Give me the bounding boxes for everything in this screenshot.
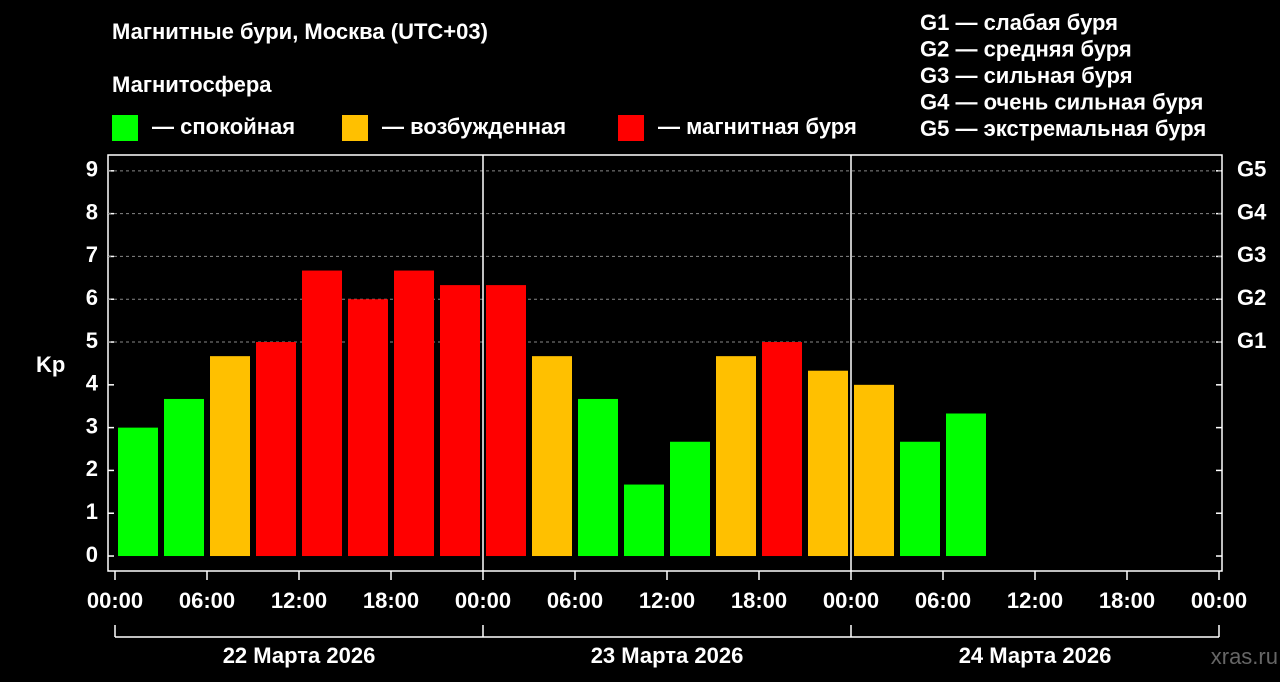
- x-tick-label: 12:00: [1007, 588, 1063, 613]
- bar: [440, 285, 480, 557]
- y-axis-label: Kp: [36, 352, 65, 377]
- y2-tick-label: G5: [1237, 157, 1266, 182]
- y-tick-label: 0: [86, 542, 98, 567]
- bar: [762, 342, 802, 557]
- x-tick-label: 00:00: [1191, 588, 1247, 613]
- y-tick-label: 6: [86, 285, 98, 310]
- x-tick-label: 00:00: [87, 588, 143, 613]
- legend-swatch: [618, 115, 644, 141]
- bar: [578, 398, 618, 557]
- y-tick-label: 5: [86, 328, 98, 353]
- y-tick-label: 1: [86, 499, 98, 524]
- legend-swatch: [342, 115, 368, 141]
- chart-title: Магнитные бури, Москва (UTC+03): [112, 19, 488, 44]
- x-tick-label: 12:00: [639, 588, 695, 613]
- x-tick-label: 18:00: [363, 588, 419, 613]
- bar: [946, 413, 986, 557]
- x-tick-label: 06:00: [915, 588, 971, 613]
- y-tick-label: 8: [86, 199, 98, 224]
- y-tick-label: 9: [86, 157, 98, 182]
- legend-swatch: [112, 115, 138, 141]
- storm-scale-entry: G4 — очень сильная буря: [920, 89, 1203, 114]
- bar: [348, 299, 388, 557]
- storm-scale-entry: G1 — слабая буря: [920, 10, 1118, 35]
- day-label: 22 Марта 2026: [223, 643, 376, 668]
- legend-label: — магнитная буря: [658, 114, 857, 139]
- day-label: 23 Марта 2026: [591, 643, 744, 668]
- legend-label: — спокойная: [152, 114, 295, 139]
- bar: [900, 441, 940, 557]
- y2-tick-label: G4: [1237, 199, 1267, 224]
- bar: [302, 270, 342, 557]
- legend-title: Магнитосфера: [112, 72, 272, 97]
- bar: [854, 384, 894, 557]
- storm-scale-entry: G3 — сильная буря: [920, 63, 1133, 88]
- bar: [624, 484, 664, 557]
- y2-tick-label: G3: [1237, 242, 1266, 267]
- bar: [256, 342, 296, 557]
- y-tick-label: 4: [86, 371, 99, 396]
- bar: [486, 285, 526, 557]
- bar: [532, 356, 572, 557]
- bar: [394, 270, 434, 557]
- day-label: 24 Марта 2026: [959, 643, 1112, 668]
- bar: [670, 441, 710, 557]
- x-tick-label: 00:00: [455, 588, 511, 613]
- storm-scale-entry: G2 — средняя буря: [920, 36, 1132, 61]
- y-tick-label: 3: [86, 413, 98, 438]
- storm-scale-entry: G5 — экстремальная буря: [920, 116, 1206, 141]
- bar: [716, 356, 756, 557]
- bar: [118, 427, 158, 557]
- y2-tick-label: G2: [1237, 285, 1266, 310]
- plot-frame: [107, 154, 1223, 572]
- bar: [164, 398, 204, 557]
- x-tick-label: 06:00: [179, 588, 235, 613]
- x-tick-label: 12:00: [271, 588, 327, 613]
- x-tick-label: 00:00: [823, 588, 879, 613]
- bar: [808, 370, 848, 557]
- legend-label: — возбужденная: [382, 114, 566, 139]
- x-tick-label: 18:00: [1099, 588, 1155, 613]
- y2-tick-label: G1: [1237, 328, 1266, 353]
- watermark: xras.ru: [1211, 644, 1278, 669]
- y-tick-label: 7: [86, 242, 98, 267]
- x-tick-label: 06:00: [547, 588, 603, 613]
- bar: [210, 356, 250, 557]
- x-tick-label: 18:00: [731, 588, 787, 613]
- y-tick-label: 2: [86, 456, 98, 481]
